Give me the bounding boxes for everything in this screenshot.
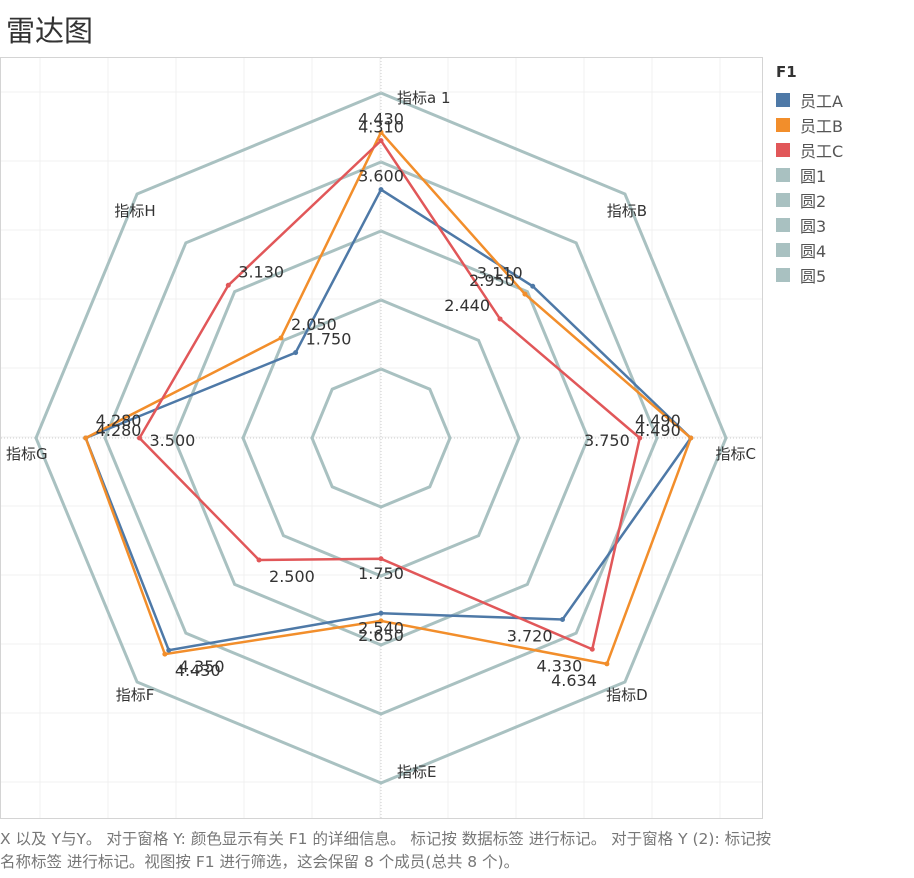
legend-swatch bbox=[776, 192, 790, 207]
data-label: 4.330 bbox=[536, 656, 582, 675]
legend-item[interactable]: 圆4 bbox=[776, 237, 843, 262]
data-label: 2.950 bbox=[469, 271, 515, 290]
axis-label: 指标H bbox=[114, 202, 155, 220]
legend-label: 员工B bbox=[800, 116, 843, 136]
ring-圆2 bbox=[241, 298, 521, 578]
legend-item[interactable]: 圆5 bbox=[776, 262, 843, 287]
data-label: 3.720 bbox=[507, 627, 553, 646]
legend-title: F1 bbox=[776, 63, 797, 81]
ring-圆4 bbox=[103, 160, 659, 716]
data-label: 2.650 bbox=[358, 626, 404, 645]
data-point-employee-b bbox=[378, 618, 384, 624]
legend-swatch bbox=[776, 167, 790, 182]
data-point-employee-a bbox=[560, 617, 566, 623]
legend-swatch bbox=[776, 142, 790, 157]
data-label: 4.280 bbox=[96, 421, 142, 440]
legend-item[interactable]: 圆2 bbox=[776, 187, 843, 212]
data-label: 3.600 bbox=[358, 167, 404, 186]
legend-swatch bbox=[776, 242, 790, 257]
axis-label: 指标D bbox=[606, 686, 648, 704]
legend-label: 圆1 bbox=[800, 166, 827, 186]
data-label: 2.500 bbox=[269, 567, 315, 586]
data-point-employee-b bbox=[83, 435, 89, 441]
data-label: 4.490 bbox=[635, 411, 681, 430]
legend-swatch bbox=[776, 117, 790, 132]
data-label: 4.634 bbox=[551, 671, 597, 690]
data-point-employee-c bbox=[378, 556, 384, 562]
data-label: 1.750 bbox=[358, 564, 404, 583]
legend-items: 员工A 员工B 员工C 圆1 圆2 圆3 圆4 圆5 bbox=[776, 87, 843, 287]
data-point-employee-b bbox=[604, 661, 610, 667]
legend-label: 员工C bbox=[800, 141, 844, 161]
ring-圆1 bbox=[310, 367, 452, 509]
data-label: 2.050 bbox=[291, 315, 337, 334]
data-point-employee-a bbox=[530, 283, 536, 289]
data-label: 3.130 bbox=[238, 262, 284, 281]
data-point-employee-b bbox=[688, 435, 694, 441]
data-point-employee-b bbox=[522, 291, 528, 297]
data-point-employee-c bbox=[137, 435, 142, 441]
legend-item[interactable]: 员工C bbox=[776, 137, 843, 162]
caption: X 以及 Y与Y。 对于窗格 Y: 颜色显示有关 F1 的详细信息。 标记按 数… bbox=[0, 830, 772, 871]
legend-label: 员工A bbox=[800, 91, 843, 111]
axis-label: 指标a 1 bbox=[397, 89, 451, 107]
ring-圆5 bbox=[34, 91, 728, 785]
data-point-employee-a bbox=[293, 350, 299, 356]
data-label: 3.750 bbox=[584, 431, 630, 450]
axis-label: 指标G bbox=[6, 445, 48, 463]
legend-swatch bbox=[776, 92, 790, 107]
legend-label: 圆2 bbox=[800, 191, 827, 211]
axis-label: 指标F bbox=[116, 686, 155, 704]
legend: F1 员工A 员工B 员工C 圆1 圆2 圆3 圆4 圆5 bbox=[776, 63, 843, 287]
data-point-employee-c bbox=[378, 138, 384, 144]
data-label: 3.110 bbox=[477, 263, 523, 282]
data-label: 4.310 bbox=[358, 118, 404, 137]
data-label: 4.430 bbox=[358, 109, 404, 128]
data-label: 3.500 bbox=[150, 431, 196, 450]
legend-item[interactable]: 员工A bbox=[776, 87, 843, 112]
axis-label: 指标B bbox=[607, 202, 647, 220]
ring-圆3 bbox=[172, 229, 590, 647]
data-point-employee-c bbox=[589, 646, 595, 652]
data-point-employee-a bbox=[378, 610, 384, 616]
data-label: 4.490 bbox=[635, 421, 681, 440]
legend-swatch bbox=[776, 217, 790, 232]
data-label: 4.280 bbox=[96, 411, 142, 430]
legend-item[interactable]: 圆1 bbox=[776, 162, 843, 187]
data-point-employee-b bbox=[162, 651, 168, 657]
data-point-employee-c bbox=[225, 282, 231, 288]
data-point-employee-a bbox=[378, 187, 384, 193]
data-point-employee-b bbox=[278, 335, 284, 341]
data-label: 1.750 bbox=[306, 330, 352, 349]
data-point-employee-c bbox=[637, 435, 643, 441]
data-point-employee-b bbox=[378, 129, 384, 135]
data-label: 4.350 bbox=[179, 657, 225, 676]
axis-label: 指标C bbox=[716, 445, 756, 463]
legend-label: 圆4 bbox=[800, 241, 827, 261]
data-point-employee-a bbox=[166, 647, 172, 653]
data-point-employee-c bbox=[497, 316, 503, 322]
plot-area bbox=[0, 57, 763, 819]
data-point-employee-c bbox=[256, 557, 262, 563]
page-title: 雷达图 bbox=[6, 14, 94, 48]
data-label: 4.430 bbox=[175, 661, 221, 680]
legend-swatch bbox=[776, 267, 790, 282]
data-label: 2.540 bbox=[358, 618, 404, 637]
legend-label: 圆5 bbox=[800, 266, 827, 286]
axis-label: 指标E bbox=[397, 763, 436, 781]
legend-item[interactable]: 圆3 bbox=[776, 212, 843, 237]
legend-label: 圆3 bbox=[800, 216, 827, 236]
data-label: 2.440 bbox=[444, 296, 490, 315]
legend-item[interactable]: 员工B bbox=[776, 112, 843, 137]
